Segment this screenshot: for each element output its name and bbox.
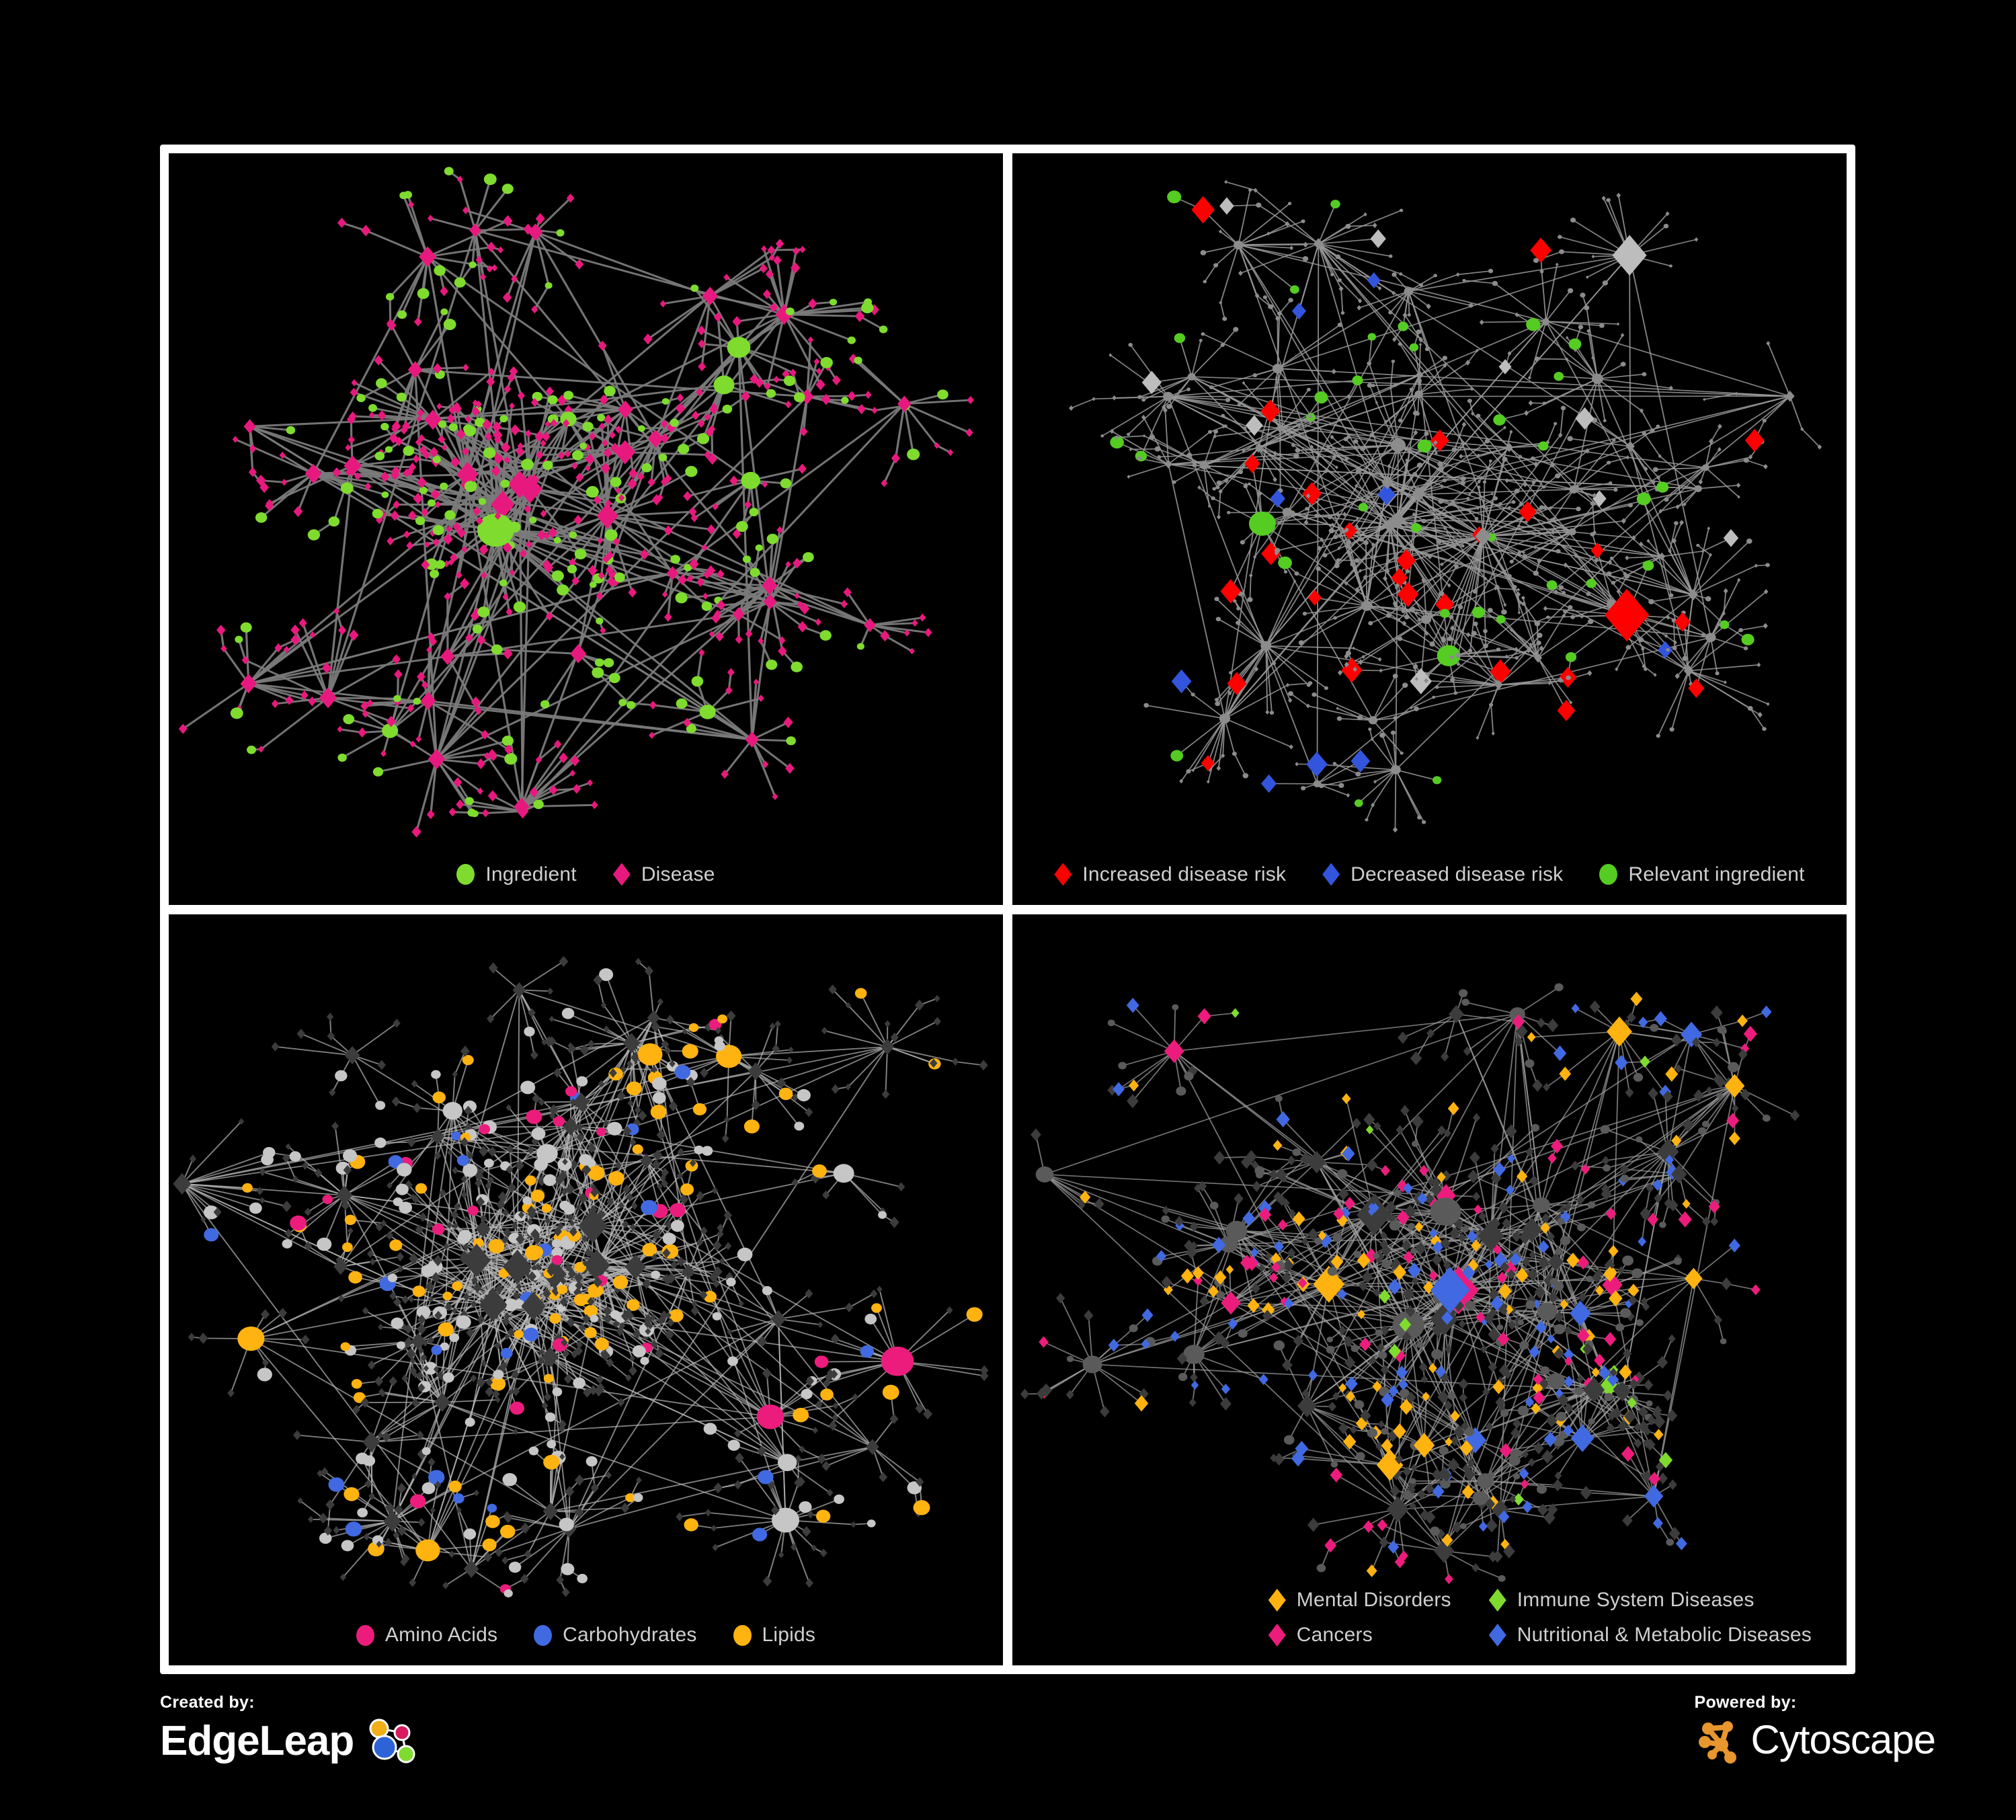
cytoscape-wordmark: Cytoscape [1750,1717,1936,1762]
figure-footer: Created by: EdgeLeap Powered by: [0,1679,2016,1820]
panel-ingredient-classes[interactable]: Amino Acids Carbohydrates Lipids [169,914,1003,1666]
created-by-label: Created by: [160,1693,255,1712]
powered-by-label: Powered by: [1694,1693,1797,1712]
network-canvas-disease-classes[interactable] [1012,914,1847,1666]
panel-ingredient-disease[interactable]: Ingredient Disease [169,153,1003,905]
edgeleap-wordmark: EdgeLeap [160,1718,354,1764]
panel-disease-classes[interactable]: Mental Disorders Immune System Diseases … [1012,914,1847,1666]
network-canvas-ingredient-classes[interactable] [169,914,1003,1666]
edgeleap-logo: Created by: EdgeLeap [160,1693,418,1768]
panel-disease-risk[interactable]: Increased disease risk Decreased disease… [1012,153,1847,905]
network-canvas-ingredient-disease[interactable] [169,153,1003,905]
edgeleap-node-cluster-icon [369,1718,415,1764]
cytoscape-logo: Powered by: [1694,1693,1936,1765]
figure-frame: Ingredient Disease Increased disease ris… [160,145,1855,1674]
network-canvas-disease-risk[interactable] [1012,153,1847,905]
cytoscape-network-icon [1698,1721,1736,1764]
